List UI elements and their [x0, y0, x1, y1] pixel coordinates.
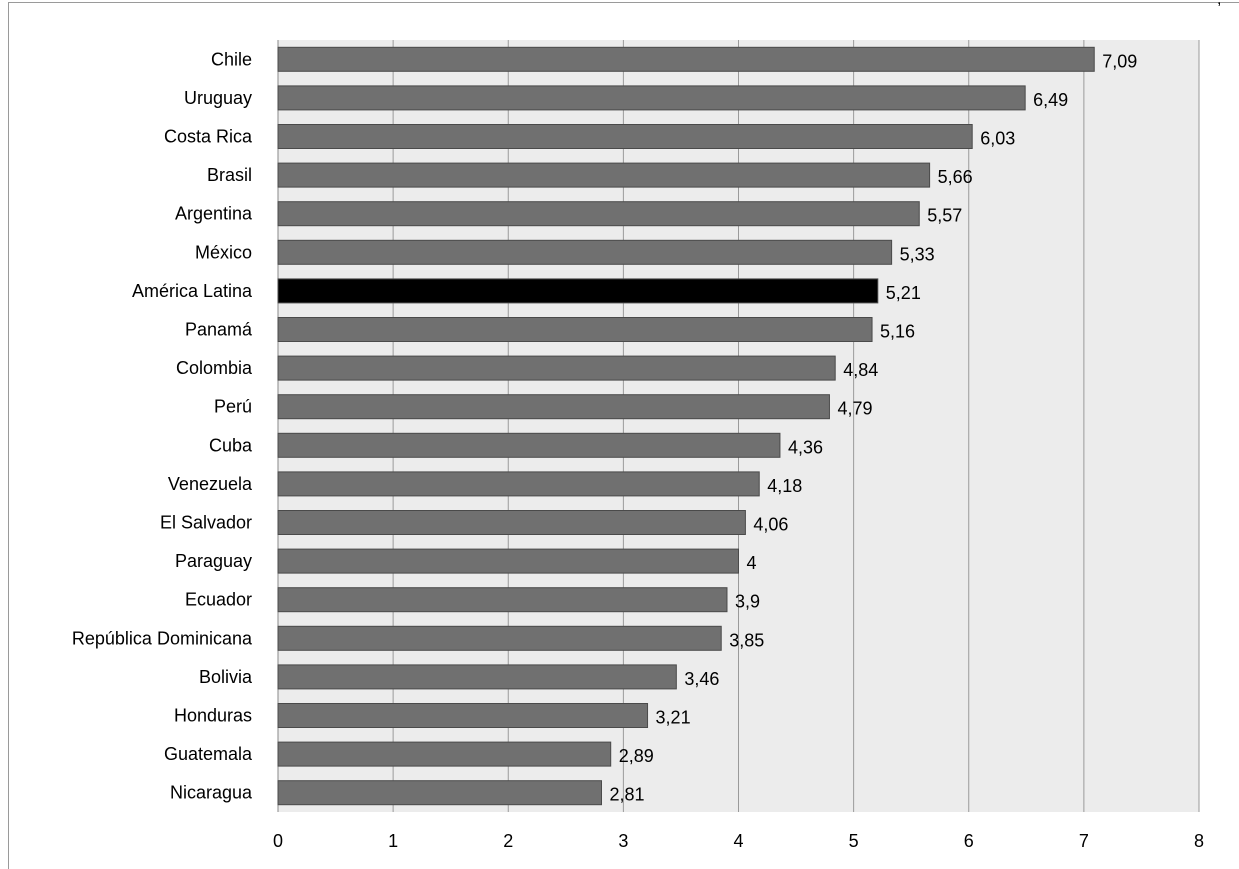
data-label: 5,33: [900, 244, 935, 264]
bar: [277, 625, 722, 651]
data-label: 5,21: [886, 283, 921, 303]
data-label: 5,66: [938, 167, 973, 187]
data-label: 3,9: [735, 592, 760, 612]
data-label: 4,36: [788, 437, 823, 457]
data-label: 2,81: [610, 785, 645, 805]
bar: [277, 741, 612, 767]
category-label: México: [195, 242, 252, 262]
data-label: 4,06: [753, 515, 788, 535]
category-label: Brasil: [207, 165, 252, 185]
category-label: Ecuador: [185, 590, 252, 610]
category-label: Panamá: [185, 320, 253, 340]
category-label: Nicaragua: [170, 783, 253, 803]
bars: [277, 46, 1095, 806]
data-label: 4,18: [767, 476, 802, 496]
data-label: 4: [747, 553, 757, 573]
bar: [277, 780, 603, 806]
data-label: 3,85: [729, 630, 764, 650]
data-label: 2,89: [619, 746, 654, 766]
bar: [277, 46, 1095, 72]
category-label: Cuba: [209, 435, 253, 455]
value-labels: 7,09 6,49 6,03 5,66 5,57 5,33 5,21 5,164,84 4,79…: [610, 51, 1138, 804]
bar: [277, 201, 920, 227]
bar: [277, 664, 677, 690]
bar: [277, 471, 760, 497]
bar: [277, 394, 830, 420]
data-label: 5,16: [880, 322, 915, 342]
bar: [277, 239, 893, 265]
x-tick-label: 0: [273, 831, 283, 851]
bar: [277, 587, 728, 613]
bar: [277, 317, 873, 342]
category-label: El Salvador: [160, 513, 252, 533]
category-label: Paraguay: [175, 551, 252, 571]
corner-mark: ,: [1217, 0, 1221, 9]
bar: [277, 703, 649, 728]
category-label: Argentina: [175, 204, 253, 224]
data-label: 4,79: [837, 399, 872, 419]
data-label: 5,57: [927, 206, 962, 226]
category-label: América Latina: [132, 281, 253, 301]
data-label: 3,21: [656, 708, 691, 728]
data-label: 4,84: [843, 360, 878, 380]
x-tick-label: 6: [964, 831, 974, 851]
x-tick-label: 5: [849, 831, 859, 851]
data-label: 6,03: [980, 129, 1015, 149]
bar: [277, 124, 973, 149]
x-tick-label: 4: [733, 831, 743, 851]
bar-highlight: [277, 278, 879, 304]
category-labels: Chile Uruguay Costa Rica Brasil Argentina Méx…: [72, 49, 253, 802]
x-tick-label: 1: [388, 831, 398, 851]
category-label: Venezuela: [168, 474, 253, 494]
category-label: Guatemala: [164, 744, 253, 764]
category-label: Colombia: [176, 358, 253, 378]
category-label: Uruguay: [184, 88, 252, 108]
category-label: República Dominicana: [72, 628, 253, 648]
data-label: 6,49: [1033, 90, 1068, 110]
data-label: 7,09: [1102, 51, 1137, 71]
bar: [277, 85, 1026, 111]
category-label: Bolivia: [199, 667, 253, 687]
bar: [277, 355, 836, 381]
x-tick-label: 3: [618, 831, 628, 851]
x-tick-label: 7: [1079, 831, 1089, 851]
category-label: Perú: [214, 397, 252, 417]
category-label: Chile: [211, 49, 252, 69]
category-label: Honduras: [174, 706, 252, 726]
bar: [277, 510, 746, 535]
x-tick-label: 8: [1194, 831, 1204, 851]
bar: [277, 162, 931, 188]
bar: [277, 548, 739, 574]
x-axis-ticks: 0 1 2 3 4 5 6 7 8: [273, 831, 1204, 851]
data-label: 3,46: [684, 669, 719, 689]
frame-border-top: [8, 2, 1239, 3]
frame-border-left: [8, 2, 9, 869]
bar: [277, 432, 781, 458]
x-tick-label: 2: [503, 831, 513, 851]
category-label: Costa Rica: [164, 127, 253, 147]
